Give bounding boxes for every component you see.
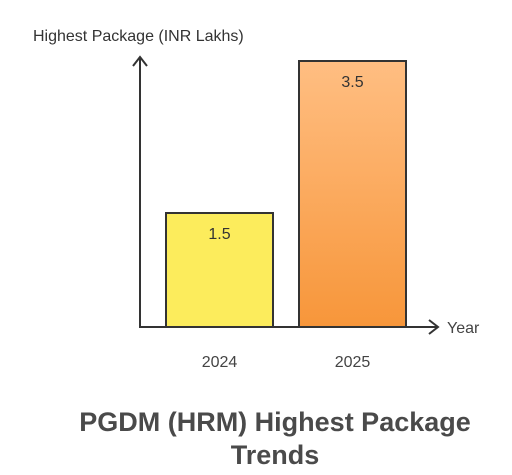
value-label-2024: 1.5 [208, 226, 230, 243]
x-axis-label: Year [447, 320, 480, 337]
value-label-2025: 3.5 [341, 74, 363, 91]
bar-2024 [165, 212, 274, 328]
bar-chart: Highest Package (INR Lakhs) Year 1.5 2024… [33, 28, 480, 371]
x-tick-label-2024: 2024 [202, 354, 238, 371]
chart-title: PGDM (HRM) Highest Package Trends [79, 407, 471, 470]
x-axis-arrowhead [428, 319, 440, 335]
y-axis-label: Highest Package (INR Lakhs) [33, 28, 244, 45]
bar-2025 [298, 60, 407, 328]
y-axis-arrowhead [132, 55, 148, 67]
x-tick-label-2025: 2025 [335, 354, 371, 371]
